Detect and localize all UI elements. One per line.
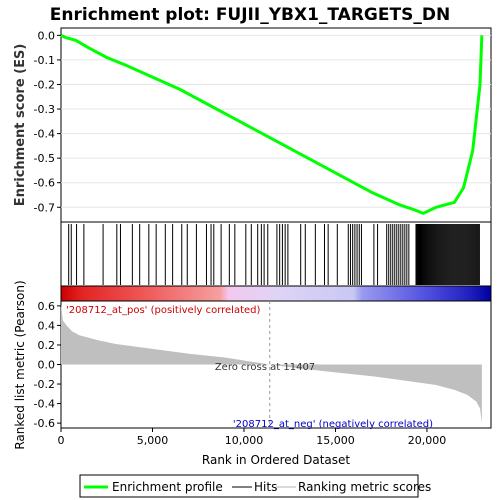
metric-y-tick-label: 0.4: [38, 319, 56, 332]
enrichment-profile-line: [60, 33, 484, 216]
es-y-tick-label: -0.2: [34, 78, 55, 91]
es-y-axis-label: Enrichment score (ES): [13, 44, 28, 207]
zero-cross-label: Zero cross at 11407: [215, 362, 315, 373]
metric-y-tick-label: -0.4: [34, 398, 55, 411]
es-panel: [60, 27, 492, 223]
metric-y-tick-label: 0.0: [38, 359, 56, 372]
es-y-tick-label: -0.5: [34, 152, 55, 165]
legend-label-metric: Ranking metric scores: [298, 480, 431, 494]
es-y-tick-label: 0.0: [38, 29, 56, 42]
metric-y-ticks: 0.6 0.4 0.2 0.0 -0.2 -0.4 -0.6: [34, 300, 61, 430]
es-y-tick-label: -0.4: [34, 128, 55, 141]
es-y-tick-label: -0.1: [34, 54, 55, 67]
es-y-tick-label: -0.7: [34, 201, 55, 214]
es-grid: [61, 34, 491, 208]
es-y-ticks: 0.0 -0.1 -0.2 -0.3 -0.4 -0.5 -0.6 -0.7: [34, 29, 61, 214]
x-tick-label: 10,000: [225, 434, 264, 447]
x-axis-label: Rank in Ordered Dataset: [202, 453, 350, 467]
ranked-metric-area: [61, 303, 482, 424]
hit-marks: [68, 224, 480, 285]
metric-y-tick-label: 0.6: [38, 300, 56, 313]
chart-title: Enrichment plot: FUJII_YBX1_TARGETS_DN: [50, 5, 450, 25]
legend: Enrichment profile Hits Ranking metric s…: [79, 474, 431, 498]
x-tick-label: 20,000: [408, 434, 447, 447]
x-ticks: 0 5,000 10,000 15,000 20,000: [58, 428, 447, 447]
metric-y-tick-label: -0.6: [34, 417, 55, 430]
metric-y-tick-label: -0.2: [34, 378, 55, 391]
es-y-tick-label: -0.3: [34, 103, 55, 116]
neg-correlation-label: '208712_at_neg' (negatively correlated): [233, 419, 433, 430]
rank-color-bar: [60, 285, 492, 302]
x-tick-label: 0: [58, 434, 65, 447]
x-tick-label: 5,000: [137, 434, 169, 447]
es-y-tick-label: -0.6: [34, 177, 55, 190]
pos-correlation-label: '208712_at_pos' (positively correlated): [66, 305, 260, 316]
metric-y-axis-label: Ranked list metric (Pearson): [13, 280, 27, 449]
metric-y-tick-label: 0.2: [38, 339, 56, 352]
legend-label-profile: Enrichment profile: [112, 480, 223, 494]
x-tick-label: 15,000: [316, 434, 355, 447]
legend-label-hits: Hits: [254, 480, 277, 494]
